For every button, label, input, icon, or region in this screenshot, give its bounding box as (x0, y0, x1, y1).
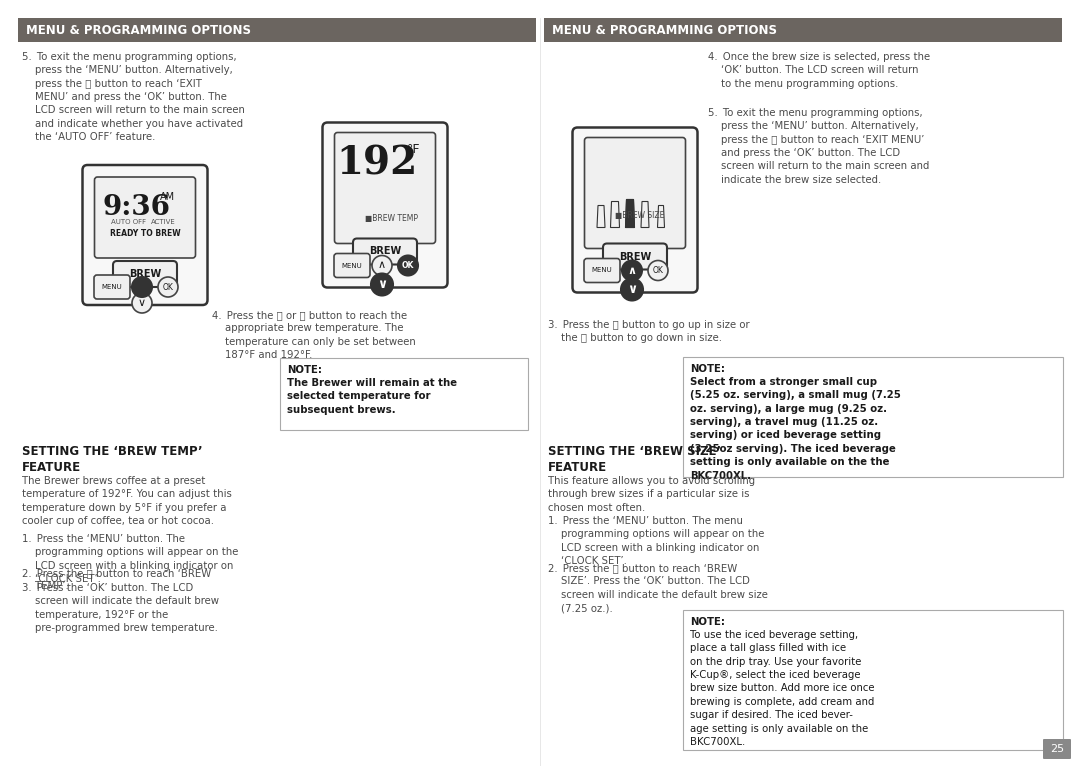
Text: ACTIVE: ACTIVE (150, 219, 175, 225)
Text: MENU: MENU (341, 263, 363, 269)
Text: 25: 25 (1050, 744, 1064, 754)
Text: ∨: ∨ (377, 278, 387, 291)
Text: 5. To exit the menu programming options,
    press the ‘MENU’ button. Alternativ: 5. To exit the menu programming options,… (708, 108, 930, 185)
Text: ∧: ∧ (627, 266, 636, 276)
Text: BREW: BREW (129, 269, 161, 279)
Text: ∧: ∧ (378, 260, 386, 270)
Circle shape (158, 277, 178, 297)
FancyBboxPatch shape (335, 133, 435, 244)
Text: MENU & PROGRAMMING OPTIONS: MENU & PROGRAMMING OPTIONS (26, 24, 251, 37)
Text: MENU: MENU (102, 284, 122, 290)
Text: SETTING THE ‘BREW TEMP’
FEATURE: SETTING THE ‘BREW TEMP’ FEATURE (22, 445, 203, 474)
Text: 9:36: 9:36 (103, 194, 171, 221)
Text: NOTE:: NOTE: (690, 364, 725, 374)
FancyBboxPatch shape (1043, 739, 1071, 759)
Text: 3. Press the ‘OK’ button. The LCD
    screen will indicate the default brew
    : 3. Press the ‘OK’ button. The LCD screen… (22, 583, 219, 633)
Circle shape (621, 279, 643, 300)
Text: °F: °F (406, 143, 420, 156)
Bar (18, 18, 536, 42)
Circle shape (648, 260, 669, 280)
Text: ∧: ∧ (137, 282, 147, 292)
FancyBboxPatch shape (113, 261, 177, 287)
Text: Select from a stronger small cup
(5.25 oz. serving), a small mug (7.25
oz. servi: Select from a stronger small cup (5.25 o… (690, 377, 901, 480)
FancyBboxPatch shape (584, 258, 620, 283)
Circle shape (372, 256, 392, 276)
Circle shape (132, 277, 152, 297)
Text: 2. Press the ⓧ button to reach ‘BREW
    SIZE’. Press the ‘OK’ button. The LCD
 : 2. Press the ⓧ button to reach ‘BREW SIZ… (548, 563, 768, 613)
Text: AUTO OFF: AUTO OFF (111, 219, 147, 225)
Text: 3. Press the ⓦ button to go up in size or
    the ⓧ button to go down in size.: 3. Press the ⓦ button to go up in size o… (548, 320, 750, 343)
Text: 1. Press the ‘MENU’ button. The menu
    programming options will appear on the
: 1. Press the ‘MENU’ button. The menu pro… (548, 516, 765, 566)
Text: The Brewer brews coffee at a preset
temperature of 192°F. You can adjust this
te: The Brewer brews coffee at a preset temp… (22, 476, 232, 526)
Text: ■BREW TEMP: ■BREW TEMP (365, 214, 418, 223)
Text: ∨: ∨ (626, 283, 637, 296)
Bar (280, 358, 528, 430)
Text: MENU: MENU (592, 267, 612, 273)
Bar (683, 357, 1063, 477)
Text: AM: AM (160, 192, 175, 202)
Circle shape (132, 293, 152, 313)
FancyBboxPatch shape (334, 254, 370, 277)
Text: 2. Press the ⓧ button to reach ‘BREW
    TEMP’.: 2. Press the ⓧ button to reach ‘BREW TEM… (22, 568, 212, 591)
Text: MENU & PROGRAMMING OPTIONS: MENU & PROGRAMMING OPTIONS (552, 24, 777, 37)
Text: 1. Press the ‘MENU’ button. The
    programming options will appear on the
    L: 1. Press the ‘MENU’ button. The programm… (22, 534, 239, 584)
Text: 4. Press the ⓦ or ⓧ button to reach the
    appropriate brew temperature. The
  : 4. Press the ⓦ or ⓧ button to reach the … (212, 310, 416, 360)
FancyBboxPatch shape (95, 177, 195, 258)
Text: OK: OK (652, 266, 663, 275)
FancyBboxPatch shape (584, 138, 686, 248)
Bar (683, 610, 1063, 750)
Circle shape (622, 260, 642, 280)
Circle shape (372, 273, 393, 296)
Text: BREW: BREW (619, 251, 651, 261)
Text: 5. To exit the menu programming options,
    press the ‘MENU’ button. Alternativ: 5. To exit the menu programming options,… (22, 52, 245, 142)
FancyBboxPatch shape (82, 165, 207, 305)
FancyBboxPatch shape (603, 244, 667, 270)
Text: NOTE:: NOTE: (690, 617, 725, 627)
Polygon shape (625, 199, 635, 228)
Text: NOTE:: NOTE: (287, 365, 322, 375)
Text: The Brewer will remain at the
selected temperature for
subsequent brews.: The Brewer will remain at the selected t… (287, 378, 457, 414)
Text: OK: OK (163, 283, 174, 292)
FancyBboxPatch shape (572, 127, 698, 293)
Text: To use the iced beverage setting,
place a tall glass filled with ice
on the drip: To use the iced beverage setting, place … (690, 630, 875, 747)
Text: READY TO BREW: READY TO BREW (110, 228, 180, 237)
Text: 4. Once the brew size is selected, press the
    ‘OK’ button. The LCD screen wil: 4. Once the brew size is selected, press… (708, 52, 930, 89)
FancyBboxPatch shape (353, 238, 417, 264)
Text: SETTING THE ‘BREW SIZE’
FEATURE: SETTING THE ‘BREW SIZE’ FEATURE (548, 445, 721, 474)
Circle shape (399, 256, 418, 276)
Bar (544, 18, 1062, 42)
FancyBboxPatch shape (94, 275, 130, 299)
FancyBboxPatch shape (323, 123, 447, 287)
Text: ∨: ∨ (138, 298, 146, 308)
Text: ■BREW SIZE: ■BREW SIZE (615, 211, 664, 220)
Text: This feature allows you to avoid scrolling
through brew sizes if a particular si: This feature allows you to avoid scrolli… (548, 476, 755, 512)
Text: BREW: BREW (369, 247, 401, 257)
Text: 192: 192 (336, 145, 418, 182)
Text: OK: OK (402, 261, 415, 270)
